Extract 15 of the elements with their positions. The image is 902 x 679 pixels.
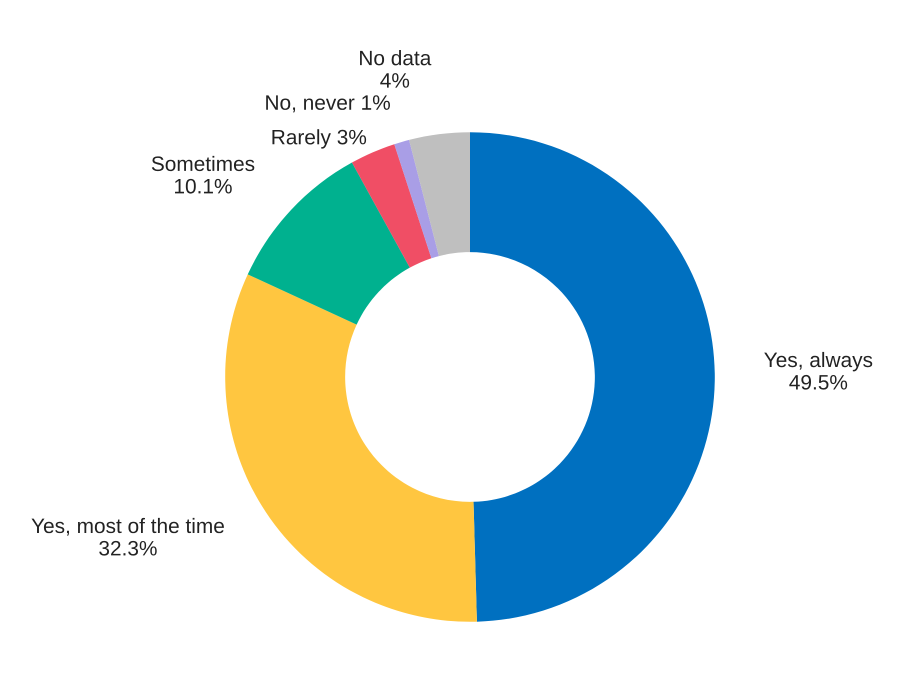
data-label: 10.1%	[175, 178, 232, 194]
slice-label: Yes, always	[764, 352, 872, 372]
donut-slice	[225, 274, 477, 622]
slice-label: Yes, most of the time	[32, 518, 224, 536]
donut-slice	[394, 140, 439, 258]
donut-slice	[409, 132, 470, 256]
slice-label: No data	[360, 50, 432, 66]
slice-label: Sometimes	[152, 156, 254, 172]
donut-slice	[470, 132, 715, 622]
slice-label: No, never 1%	[266, 95, 390, 112]
data-label: 4%	[380, 73, 410, 88]
donut-slice	[352, 144, 432, 268]
slice-label: Rarely 3%	[272, 129, 366, 149]
data-label: 32.3%	[99, 540, 157, 556]
data-label: 49.5%	[789, 374, 848, 390]
